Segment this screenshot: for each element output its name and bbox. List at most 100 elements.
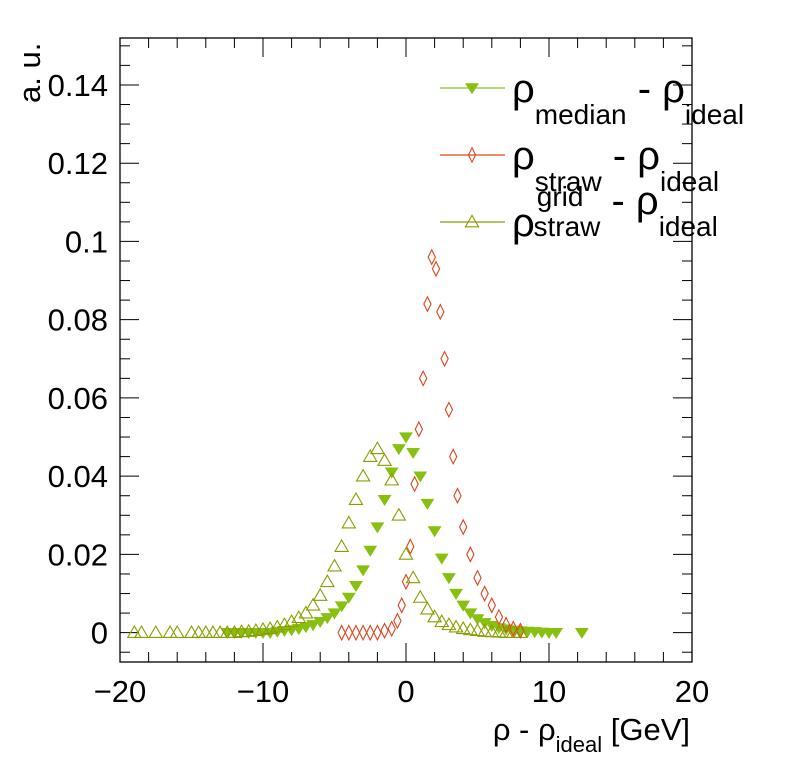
data-point [334, 538, 350, 552]
data-point [401, 573, 411, 591]
data-point [448, 619, 464, 633]
data-point [418, 369, 428, 387]
data-point [358, 624, 368, 642]
data-point [434, 553, 449, 565]
data-point [198, 624, 214, 639]
axis-ticks [119, 38, 693, 662]
x-tick-label: 0 [397, 674, 414, 709]
y-tick-label: 0 [91, 616, 108, 651]
x-axis-title: ρ - ρideal [GeV] [493, 712, 690, 757]
data-point [399, 432, 413, 444]
data-point [453, 487, 462, 505]
plot-frame [119, 37, 693, 663]
data-point [344, 624, 354, 642]
series-3 [126, 441, 528, 639]
data-point [466, 545, 475, 563]
data-point [341, 515, 357, 529]
data-point [313, 617, 328, 629]
data-point [406, 538, 415, 556]
data-point [362, 448, 378, 462]
data-point [458, 518, 468, 536]
data-point [291, 610, 307, 624]
y-tick-label: 0.14 [48, 68, 108, 103]
y-tick-label: 0.06 [48, 381, 108, 416]
data-point [431, 260, 441, 278]
data-point [494, 608, 504, 626]
legend-marker [467, 146, 477, 164]
data-point [126, 624, 142, 639]
x-tick-label: −20 [94, 674, 147, 709]
data-point [377, 494, 392, 506]
data-point [427, 526, 442, 538]
y-tick-label: 0.1 [65, 224, 108, 259]
data-point [380, 622, 389, 640]
x-tick-label: 10 [532, 674, 566, 709]
series-2 [337, 248, 525, 642]
data-point [191, 624, 207, 639]
x-tick-label: 20 [675, 674, 709, 709]
data-point [456, 600, 471, 612]
data-point [491, 624, 507, 638]
y-tick-label: 0.12 [48, 146, 108, 181]
x-axis-title-sub: ideal [556, 732, 602, 757]
y-tick-label: 0.04 [48, 459, 108, 494]
data-point [406, 447, 421, 460]
data-point [162, 624, 178, 639]
data-point [405, 570, 421, 584]
data-point [423, 295, 432, 313]
data-point [370, 522, 385, 534]
legend-marker [465, 83, 479, 95]
data-point [414, 420, 424, 438]
data-point [487, 596, 497, 614]
x-axis-title-unit: [GeV] [602, 712, 690, 747]
tick-labels: −20 −10 0 10 20 0 0.02 0.04 0.06 0.08 0.1 0.12 0.14 [48, 68, 710, 709]
data-point [427, 609, 443, 623]
data-point [355, 468, 371, 482]
data-point [341, 592, 356, 604]
data-series [126, 248, 589, 642]
legend-label: ρmedian - ρideal [512, 67, 744, 130]
data-point [183, 624, 200, 639]
x-tick-label: −10 [237, 674, 290, 709]
data-point [348, 491, 364, 505]
data-point [441, 617, 457, 631]
data-point [384, 472, 400, 486]
data-point [276, 617, 293, 631]
data-point [305, 597, 321, 611]
data-point [376, 452, 393, 466]
data-point [205, 624, 221, 639]
data-point [306, 620, 320, 632]
data-point [369, 441, 385, 455]
data-point [469, 623, 486, 637]
data-point [441, 573, 456, 585]
legend-marker [464, 214, 480, 228]
data-point [410, 475, 419, 493]
data-point [337, 624, 346, 642]
x-axis-title-main: ρ - ρ [493, 712, 556, 747]
data-point [436, 303, 445, 321]
data-point [448, 448, 458, 466]
data-point [366, 624, 375, 642]
data-point [284, 614, 300, 628]
data-point [462, 622, 478, 636]
legend-label: ρgrid straw - ρideal [512, 179, 718, 245]
data-point [420, 498, 435, 510]
data-point [320, 613, 335, 625]
data-point [327, 608, 342, 620]
data-point [444, 401, 454, 419]
data-point [387, 620, 396, 638]
data-point [427, 248, 436, 266]
data-point [509, 620, 518, 638]
data-point [312, 587, 328, 601]
data-point [501, 616, 511, 634]
data-point [391, 507, 407, 521]
data-point [477, 623, 493, 637]
data-point [391, 444, 406, 456]
data-point [349, 581, 363, 593]
data-point [298, 605, 314, 619]
data-point [133, 624, 150, 639]
data-point [351, 624, 361, 642]
data-point [148, 624, 164, 639]
